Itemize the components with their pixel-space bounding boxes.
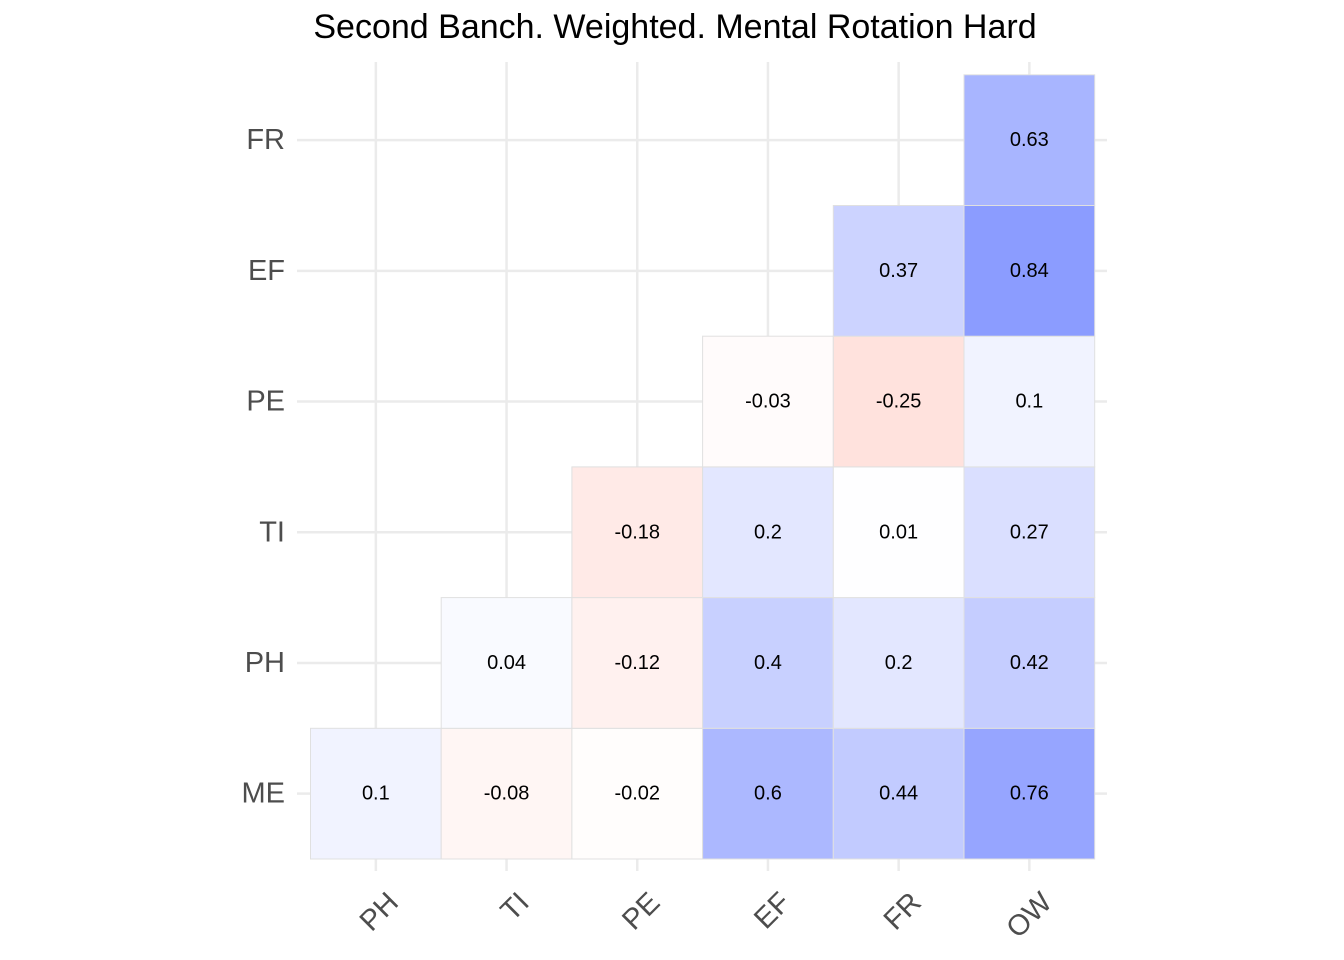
chart-title: Second Banch. Weighted. Mental Rotation … — [313, 8, 1037, 46]
y-tick-label: ME — [242, 778, 286, 810]
cell-value-label: -0.08 — [484, 783, 530, 805]
heatmap-cell — [963, 335, 1096, 468]
x-axis-ticks: PH TI PE EF FR OW — [354, 886, 1059, 944]
cell-value-label: 0.1 — [1015, 391, 1043, 413]
cell-value-label: 0.04 — [487, 652, 526, 674]
cell-value-label: -0.03 — [745, 391, 791, 413]
cell-value-label: 0.01 — [879, 521, 918, 543]
cell-value-label: 0.84 — [1010, 260, 1049, 282]
heatmap-cell — [571, 727, 704, 860]
heatmap-cell — [832, 335, 965, 468]
cell-labels: 0.1 -0.08 -0.02 0.6 0.44 0.76 0.04 -0.12 0.4 0.2 0… — [362, 129, 1049, 805]
heatmap-cell — [571, 597, 704, 729]
cell-value-label: 0.76 — [1010, 783, 1049, 805]
cell-value-label: 0.2 — [885, 652, 913, 674]
heatmap-cell — [963, 466, 1096, 599]
heatmap-cell — [571, 466, 704, 599]
heatmap-cell — [963, 74, 1096, 206]
cell-value-label: 0.63 — [1010, 129, 1049, 151]
cell-value-label: 0.4 — [754, 652, 782, 674]
cell-value-label: 0.2 — [754, 521, 782, 543]
y-tick-label: FR — [246, 124, 285, 156]
cell-value-label: 0.37 — [879, 260, 918, 282]
cell-value-label: 0.27 — [1010, 521, 1049, 543]
cell-value-label: -0.18 — [614, 521, 660, 543]
cell-value-label: 0.42 — [1010, 652, 1049, 674]
heatmap-cell — [702, 727, 834, 860]
y-tick-label: TI — [259, 516, 285, 548]
heatmap-cell — [440, 597, 573, 729]
cell-value-label: -0.02 — [614, 783, 660, 805]
cell-value-label: -0.25 — [876, 391, 922, 413]
x-tick-label: PH — [354, 886, 405, 937]
heatmap-cell — [963, 597, 1096, 729]
heatmap-cell — [702, 466, 834, 599]
heatmap-cell — [702, 597, 834, 729]
cell-value-label: 0.1 — [362, 783, 390, 805]
cell-value-label: 0.6 — [754, 783, 782, 805]
y-tick-label: PH — [245, 647, 285, 679]
x-tick-label: EF — [748, 886, 797, 935]
heatmap-cell — [832, 205, 965, 337]
y-tick-label: PE — [246, 386, 285, 418]
x-tick-label: FR — [878, 886, 928, 936]
heatmap-cell — [832, 466, 965, 599]
y-axis-ticks: ME PH TI PE EF FR — [242, 124, 286, 810]
heatmap-cell — [832, 597, 965, 729]
x-tick-label: OW — [1001, 886, 1059, 944]
heatmap-cell — [832, 727, 965, 860]
x-tick-label: TI — [495, 886, 536, 927]
cell-value-label: 0.44 — [879, 783, 918, 805]
heatmap-cell — [963, 205, 1096, 337]
heatmap-cells — [310, 74, 1096, 860]
heatmap-cell — [963, 727, 1096, 860]
cell-value-label: -0.12 — [614, 652, 660, 674]
y-tick-label: EF — [248, 255, 285, 287]
heatmap-cell — [310, 727, 442, 860]
x-tick-label: PE — [616, 886, 666, 936]
